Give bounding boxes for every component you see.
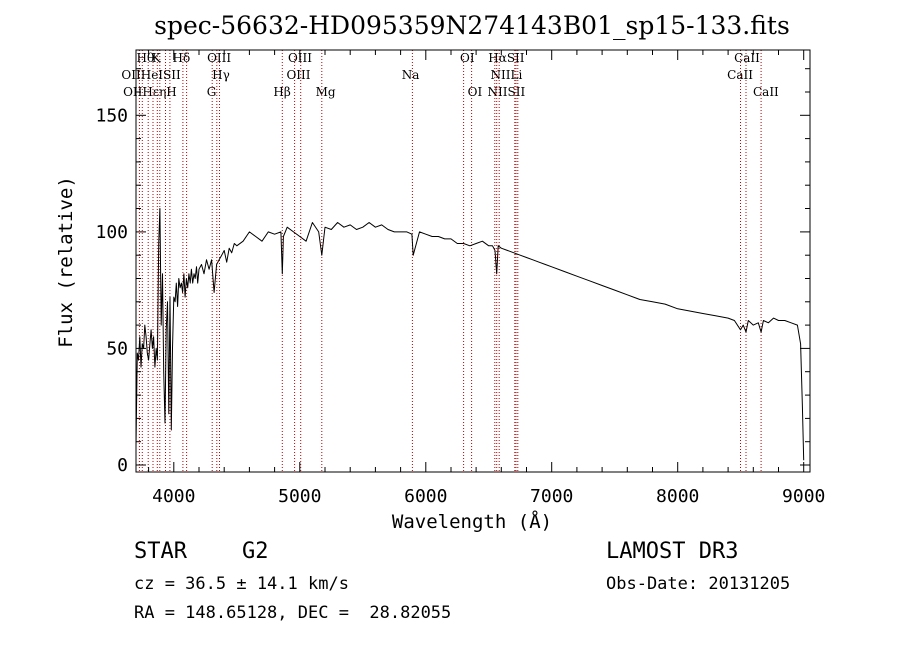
y-tick-label: 50 [106, 338, 128, 359]
line-label: CaII [734, 51, 760, 65]
survey-name: LAMOST DR3 [606, 539, 739, 564]
spectral-line-markers [138, 50, 762, 472]
line-label: OIII [207, 51, 231, 65]
y-tick-label: 0 [117, 455, 128, 476]
x-tick-label: 5000 [278, 486, 321, 507]
redshift-value: cz = 36.5 ± 14.1 km/s [134, 574, 349, 594]
y-axis: 0 50 100 150 [95, 68, 810, 476]
line-label: Hθ [137, 51, 155, 65]
y-tick-label: 100 [95, 222, 128, 243]
line-label: Hβ [273, 85, 290, 99]
line-label: Mg [316, 85, 336, 99]
line-label: Na [402, 68, 420, 82]
line-label: NIISII [488, 85, 526, 99]
x-tick-label: 8000 [656, 486, 699, 507]
line-label: OIII [286, 68, 310, 82]
line-label: CaII [753, 85, 779, 99]
line-label: Hδ [173, 51, 191, 65]
y-tick-label: 150 [95, 105, 128, 126]
line-label: OI [460, 51, 475, 65]
coordinates: RA = 148.65128, DEC = 28.82055 [134, 603, 452, 623]
object-subclass: G2 [242, 539, 269, 564]
line-label: K [152, 51, 162, 65]
y-axis-label: Flux (relative) [55, 176, 77, 348]
x-tick-label: 7000 [530, 486, 573, 507]
plot-frame [135, 49, 811, 473]
x-tick-label: 9000 [782, 486, 825, 507]
line-label: CaII [727, 68, 753, 82]
chart-title: spec-56632-HD095359N274143B01_sp15-133.f… [154, 11, 790, 40]
line-label: OIIHeISII [121, 68, 181, 82]
observation-date: Obs-Date: 20131205 [606, 574, 791, 594]
spectrum-line [135, 208, 805, 461]
object-class: STAR [134, 539, 187, 564]
line-label: HαSII [488, 51, 525, 65]
line-label: NIILi [491, 68, 523, 82]
line-label: Hγ [212, 68, 230, 82]
line-label: G [207, 85, 217, 99]
line-label: OI [468, 85, 483, 99]
x-axis: 4000 5000 6000 7000 8000 9000 [148, 50, 825, 507]
x-tick-label: 6000 [404, 486, 447, 507]
x-axis-label: Wavelength (Å) [392, 510, 552, 533]
line-label: OIIHεηH [123, 85, 177, 99]
x-tick-label: 4000 [152, 486, 195, 507]
